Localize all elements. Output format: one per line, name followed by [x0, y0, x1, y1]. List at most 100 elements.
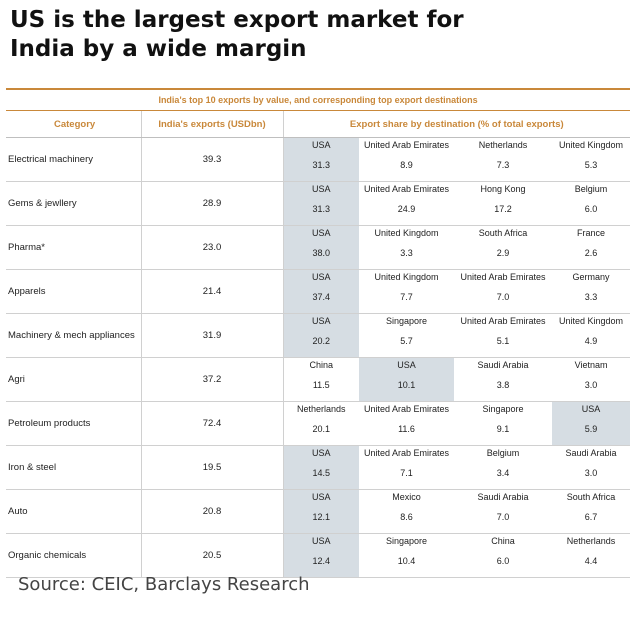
destination-name: USA: [283, 137, 359, 160]
destination-name: Singapore: [385, 536, 428, 546]
destination-name: United Arab Emirates: [363, 448, 450, 458]
destination-share: 5.1: [454, 336, 552, 358]
exports-value-cell: 72.4: [140, 401, 284, 446]
destination-share: 6.0: [454, 556, 552, 578]
exports-value-cell: 23.0: [140, 225, 284, 270]
destination-share: 4.9: [552, 336, 631, 358]
destination-share: 7.3: [454, 160, 552, 182]
table-row-shares: 37.4 7.7 7.0 3.3: [6, 292, 631, 314]
table-row-shares: 31.3 24.9 17.2 6.0: [6, 204, 631, 226]
destination-name: USA: [359, 357, 454, 380]
destination-share: 17.2: [454, 204, 552, 226]
headline: US is the largest export market for Indi…: [10, 6, 625, 64]
exports-value-cell: 28.9: [140, 181, 284, 226]
table-row: Organic chemicals 20.5 USA Singapore China Ne…: [6, 533, 630, 578]
category-cell: Iron & steel: [6, 445, 141, 490]
destination-share: 7.1: [359, 468, 454, 490]
destination-name: USA: [552, 401, 631, 424]
table-caption: India's top 10 exports by value, and cor…: [6, 88, 631, 111]
destination-share: 10.1: [359, 380, 454, 402]
destination-name: Netherlands: [478, 140, 528, 150]
header-category: Category: [6, 110, 141, 138]
destination-name: United Kingdom: [374, 272, 439, 282]
destination-name: United Arab Emirates: [363, 140, 450, 150]
category-cell: Electrical machinery: [6, 137, 141, 182]
table-row-shares: 14.5 7.1 3.4 3.0: [6, 468, 631, 490]
destination-share: 11.5: [283, 380, 359, 402]
table-row: Petroleum products 72.4 Netherlands United …: [6, 401, 631, 446]
destination-name: USA: [283, 269, 359, 292]
destination-name: United Kingdom: [559, 316, 624, 326]
category-cell: Apparels: [6, 269, 141, 314]
destination-share: 14.5: [283, 468, 359, 490]
destination-name: Belgium: [486, 448, 520, 458]
headline-line-1: US is the largest export market for: [10, 7, 464, 33]
destination-name: USA: [283, 489, 359, 512]
destination-share: 20.2: [283, 336, 359, 358]
destination-name: Netherlands: [296, 404, 346, 414]
destination-name: Mexico: [392, 492, 421, 502]
exports-table: India's top 10 exports by value, and cor…: [6, 88, 631, 578]
destination-share: 4.4: [552, 556, 631, 578]
headline-line-2: India by a wide margin: [10, 36, 307, 62]
destination-name: Germany: [572, 272, 610, 282]
category-cell: Auto: [6, 489, 141, 534]
destination-share: 8.6: [359, 512, 454, 534]
destination-share: 5.7: [359, 336, 454, 358]
exports-value-cell: 39.3: [140, 137, 284, 182]
table-row: Gems & jewllery 28.9 USA United Arab Emirat…: [6, 181, 630, 226]
destination-name: Vietnam: [574, 360, 608, 370]
destination-name: USA: [283, 313, 359, 336]
destination-name: USA: [283, 225, 359, 248]
destination-share: 7.0: [454, 292, 552, 314]
destination-name: United Kingdom: [559, 140, 624, 150]
table-row: Apparels 21.4 USA United Kingdom United Arab…: [6, 269, 630, 314]
destination-share: 7.0: [454, 512, 552, 534]
table-row: Agri 37.2 China USA Saudi Arabia Vietnam: [6, 357, 630, 402]
destination-share: 31.3: [283, 160, 359, 182]
table-row-shares: 11.5 10.1 3.8 3.0: [6, 380, 631, 402]
destination-share: 3.0: [552, 380, 631, 402]
destination-name: United Arab Emirates: [363, 404, 450, 414]
destination-name: United Arab Emirates: [363, 184, 450, 194]
destination-share: 6.0: [552, 204, 631, 226]
table-body: Electrical machinery 39.3 USA United Arab E…: [6, 137, 631, 578]
category-cell: Machinery & mech appliances: [6, 313, 141, 358]
destination-share: 3.3: [552, 292, 631, 314]
destination-share: 3.3: [359, 248, 454, 270]
destination-share: 5.3: [552, 160, 631, 182]
destination-share: 12.1: [283, 512, 359, 534]
destination-share: 6.7: [552, 512, 631, 534]
source-note: Source: CEIC, Barclays Research: [18, 574, 310, 595]
destination-name: United Arab Emirates: [460, 316, 546, 326]
exports-value-cell: 20.8: [140, 489, 284, 534]
table-row-shares: 38.0 3.3 2.9 2.6: [6, 248, 631, 270]
header-exports: India's exports (USDbn): [140, 110, 284, 138]
destination-name: Hong Kong: [480, 184, 526, 194]
destination-name: Saudi Arabia: [477, 360, 529, 370]
table-row-shares: 20.1 11.6 9.1 5.9: [6, 424, 631, 446]
category-cell: Agri: [6, 357, 141, 402]
destination-name: Singapore: [385, 316, 428, 326]
table-row-shares: 20.2 5.7 5.1 4.9: [6, 336, 631, 358]
destination-share: 31.3: [283, 204, 359, 226]
destination-share: 12.4: [283, 556, 359, 578]
table-row: Iron & steel 19.5 USA United Arab Emirates B…: [6, 445, 630, 490]
destination-name: Saudi Arabia: [477, 492, 529, 502]
destination-share: 3.0: [552, 468, 631, 490]
exports-value-cell: 21.4: [140, 269, 284, 314]
destination-share: 9.1: [454, 424, 552, 446]
destination-share: 11.6: [359, 424, 454, 446]
exports-value-cell: 31.9: [140, 313, 284, 358]
destination-share: 20.1: [283, 424, 359, 446]
destination-name: USA: [283, 181, 359, 204]
destination-name: Singapore: [482, 404, 524, 414]
destination-share: 2.6: [552, 248, 631, 270]
destination-share: 8.9: [359, 160, 454, 182]
exports-value-cell: 37.2: [140, 357, 284, 402]
category-cell: Gems & jewllery: [6, 181, 141, 226]
table-row: Auto 20.8 USA Mexico Saudi Arabia South Afric…: [6, 489, 630, 534]
destination-share: 2.9: [454, 248, 552, 270]
destination-share: 7.7: [359, 292, 454, 314]
destination-share: 3.4: [454, 468, 552, 490]
